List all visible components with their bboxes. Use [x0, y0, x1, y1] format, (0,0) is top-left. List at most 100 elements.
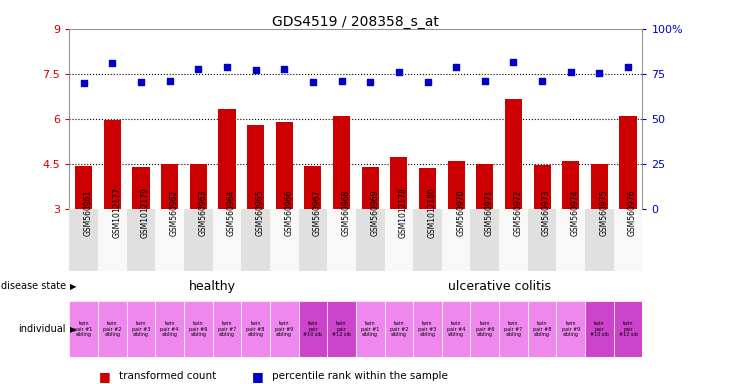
Bar: [419, 168, 436, 300]
Text: transformed count: transformed count: [119, 371, 216, 381]
Bar: [534, 165, 550, 300]
Text: GSM560973: GSM560973: [542, 189, 551, 236]
Point: [278, 65, 290, 71]
Text: twin
pair #7
sibling: twin pair #7 sibling: [218, 321, 236, 337]
Text: GSM560961: GSM560961: [84, 189, 93, 235]
Bar: [241, 301, 270, 357]
Bar: [218, 109, 236, 300]
Bar: [155, 301, 184, 357]
Point: [393, 70, 404, 76]
Point: [479, 78, 491, 84]
Text: GSM560965: GSM560965: [255, 189, 264, 236]
Bar: [190, 164, 207, 300]
Bar: [299, 301, 327, 357]
Bar: [447, 161, 465, 300]
Bar: [327, 209, 356, 271]
Bar: [391, 157, 407, 300]
Point: [593, 70, 605, 76]
Text: twin
pair
#12 sib: twin pair #12 sib: [618, 321, 637, 337]
Point: [78, 80, 90, 86]
Bar: [528, 209, 556, 271]
Bar: [442, 209, 470, 271]
Text: twin
pair #6
sibling: twin pair #6 sibling: [476, 321, 494, 337]
Text: healthy: healthy: [189, 280, 236, 293]
Bar: [69, 301, 98, 357]
Text: ■: ■: [252, 370, 264, 383]
Bar: [327, 301, 356, 357]
Bar: [270, 301, 299, 357]
Text: ■: ■: [99, 370, 110, 383]
Text: GSM1012178: GSM1012178: [399, 187, 408, 238]
Text: twin
pair #3
sibling: twin pair #3 sibling: [132, 321, 150, 337]
Text: GSM1012177: GSM1012177: [112, 187, 121, 238]
Text: twin
pair #4
sibling: twin pair #4 sibling: [161, 321, 179, 337]
Bar: [356, 209, 385, 271]
Text: GSM560966: GSM560966: [284, 189, 293, 236]
Bar: [127, 209, 155, 271]
Text: percentile rank within the sample: percentile rank within the sample: [272, 371, 448, 381]
Bar: [385, 209, 413, 271]
Text: twin
pair #6
sibling: twin pair #6 sibling: [189, 321, 207, 337]
Bar: [476, 164, 493, 300]
Bar: [614, 209, 642, 271]
Text: twin
pair #8
sibling: twin pair #8 sibling: [533, 321, 551, 337]
Bar: [361, 167, 379, 300]
Bar: [98, 301, 127, 357]
Bar: [620, 116, 637, 300]
Text: ulcerative colitis: ulcerative colitis: [447, 280, 550, 293]
Text: GSM560970: GSM560970: [456, 189, 465, 236]
Text: twin
pair #3
sibling: twin pair #3 sibling: [418, 321, 437, 337]
Text: GSM560969: GSM560969: [370, 189, 379, 236]
Point: [135, 79, 147, 85]
Bar: [127, 301, 155, 357]
Text: ▶: ▶: [70, 325, 77, 334]
Bar: [499, 301, 528, 357]
Bar: [69, 209, 98, 271]
Point: [107, 60, 118, 66]
Point: [565, 70, 577, 76]
Bar: [528, 301, 556, 357]
Bar: [442, 301, 470, 357]
Text: twin
pair #1
sibling: twin pair #1 sibling: [74, 321, 93, 337]
Bar: [184, 301, 212, 357]
Bar: [270, 209, 299, 271]
Bar: [614, 301, 642, 357]
Point: [507, 60, 519, 66]
Bar: [299, 209, 327, 271]
Text: individual: individual: [18, 324, 66, 334]
Bar: [505, 99, 522, 300]
Text: GSM560975: GSM560975: [599, 189, 608, 236]
Point: [307, 79, 319, 85]
Text: GSM560972: GSM560972: [513, 189, 523, 235]
Text: twin
pair #9
sibling: twin pair #9 sibling: [561, 321, 580, 337]
Text: GSM560962: GSM560962: [169, 189, 179, 235]
Text: twin
pair #9
sibling: twin pair #9 sibling: [275, 321, 293, 337]
Text: GSM560964: GSM560964: [227, 189, 236, 236]
Point: [450, 64, 462, 70]
Text: twin
pair #2
sibling: twin pair #2 sibling: [103, 321, 121, 337]
Bar: [333, 116, 350, 300]
Bar: [161, 164, 178, 300]
Bar: [470, 209, 499, 271]
Bar: [304, 166, 321, 300]
Point: [193, 66, 204, 73]
Bar: [556, 209, 585, 271]
Text: twin
pair
#12 sib: twin pair #12 sib: [332, 321, 351, 337]
Text: GSM560963: GSM560963: [199, 189, 207, 236]
Bar: [212, 209, 241, 271]
Point: [364, 79, 376, 85]
Text: twin
pair
#10 sib: twin pair #10 sib: [304, 321, 323, 337]
Bar: [241, 209, 270, 271]
Bar: [98, 209, 127, 271]
Bar: [276, 122, 293, 300]
Bar: [556, 301, 585, 357]
Text: twin
pair #1
sibling: twin pair #1 sibling: [361, 321, 380, 337]
Text: GSM1012180: GSM1012180: [428, 187, 437, 238]
Bar: [470, 301, 499, 357]
Text: twin
pair
#10 sib: twin pair #10 sib: [590, 321, 609, 337]
Point: [622, 64, 634, 70]
Bar: [184, 209, 212, 271]
Point: [221, 64, 233, 70]
Bar: [104, 120, 121, 300]
Text: GSM560967: GSM560967: [313, 189, 322, 236]
